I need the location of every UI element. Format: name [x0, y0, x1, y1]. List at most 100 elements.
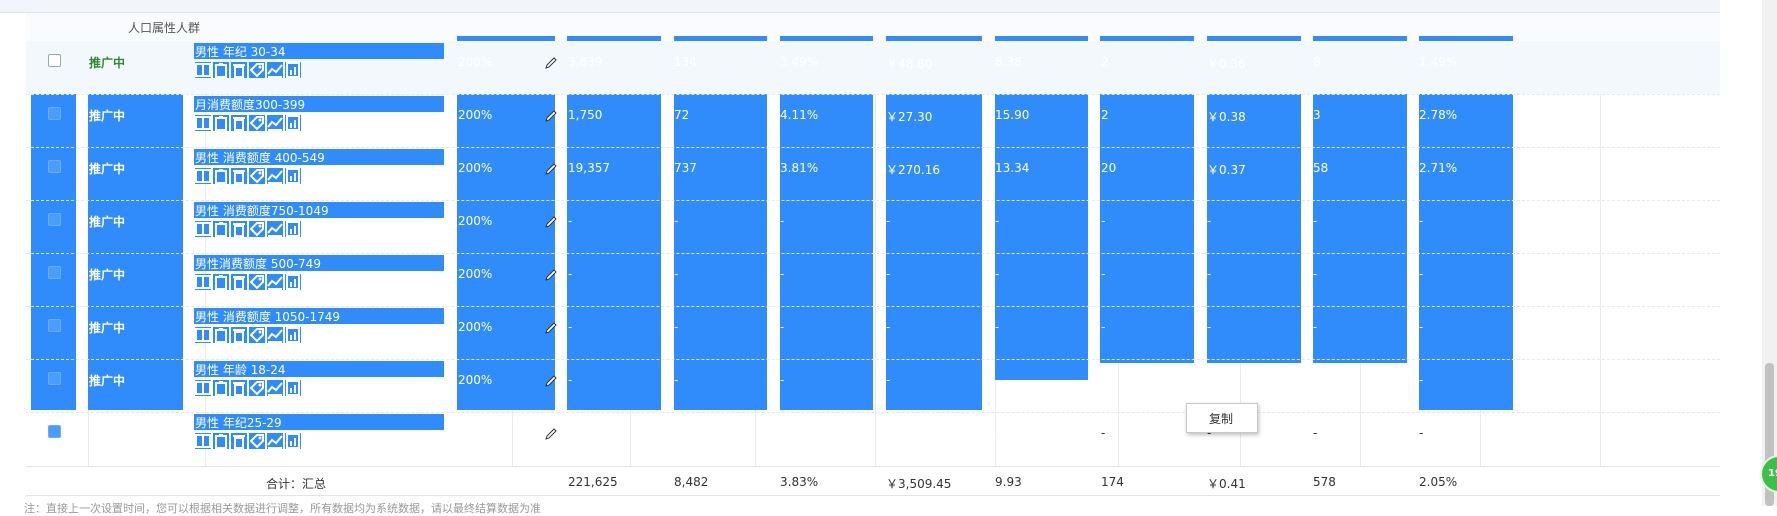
name-highlight — [194, 308, 444, 324]
clipboard-icon[interactable] — [213, 221, 229, 237]
row-checkbox[interactable] — [48, 266, 61, 279]
summary-ctr: 3.83% — [780, 475, 819, 489]
context-menu-copy[interactable]: 复制 — [1209, 412, 1234, 426]
row-checkbox[interactable] — [48, 319, 61, 332]
report-icon[interactable] — [285, 433, 301, 449]
trash-icon[interactable] — [231, 168, 247, 184]
edit-bid-icon[interactable] — [544, 321, 558, 335]
clipboard-icon[interactable] — [213, 274, 229, 290]
row-metric-cost: - — [886, 426, 891, 440]
row-crowd-name[interactable]: 男性 年龄 18-24 — [195, 363, 286, 377]
report-icon[interactable] — [285, 115, 301, 131]
tag-icon[interactable] — [249, 274, 265, 290]
name-highlight — [194, 96, 444, 112]
row-metric-cpm: - — [995, 267, 1000, 281]
row-metric-cost: ￥270.16 — [886, 163, 940, 177]
row-status: 推广中 — [89, 374, 126, 388]
trash-icon[interactable] — [231, 221, 247, 237]
clipboard-icon[interactable] — [213, 168, 229, 184]
clipboard-icon[interactable] — [213, 115, 229, 131]
trash-icon[interactable] — [231, 115, 247, 131]
tag-icon[interactable] — [249, 168, 265, 184]
row-action-icons — [195, 115, 303, 133]
trash-icon[interactable] — [231, 327, 247, 343]
columns-icon[interactable] — [195, 221, 211, 237]
row-checkbox[interactable] — [48, 213, 61, 226]
columns-icon[interactable] — [195, 168, 211, 184]
row-crowd-name[interactable]: 男性 消费额度750-1049 — [195, 204, 329, 218]
row-status: 推广中 — [89, 427, 126, 441]
row-metric-orders: 3 — [1313, 108, 1321, 122]
edit-bid-icon[interactable] — [544, 374, 558, 388]
columns-icon[interactable] — [195, 433, 211, 449]
edit-bid-icon[interactable] — [544, 162, 558, 176]
row-crowd-name[interactable]: 男性 消费额度 1050-1749 — [195, 310, 341, 324]
edit-bid-icon[interactable] — [544, 268, 558, 282]
edit-bid-icon[interactable] — [544, 427, 558, 441]
columns-icon[interactable] — [195, 62, 211, 78]
row-divider — [26, 94, 1720, 95]
edit-bid-icon[interactable] — [544, 215, 558, 229]
name-highlight — [194, 202, 444, 218]
row-crowd-name[interactable]: 男性 年纪 30-34 — [195, 45, 286, 59]
report-icon[interactable] — [285, 327, 301, 343]
report-icon[interactable] — [285, 62, 301, 78]
trend-chart-icon[interactable] — [267, 221, 283, 237]
trash-icon[interactable] — [231, 62, 247, 78]
columns-icon[interactable] — [195, 115, 211, 131]
row-metric-impressions: - — [568, 320, 573, 334]
row-checkbox[interactable] — [48, 54, 61, 67]
trend-chart-icon[interactable] — [267, 433, 283, 449]
row-metric-orders: 8 — [1313, 55, 1321, 69]
row-metric-clicks: 72 — [674, 108, 690, 122]
row-crowd-name[interactable]: 月消费额度300-399 — [195, 98, 306, 112]
row-metric-conversions: 2 — [1101, 108, 1109, 122]
trend-chart-icon[interactable] — [267, 327, 283, 343]
report-icon[interactable] — [285, 380, 301, 396]
edit-bid-icon[interactable] — [544, 109, 558, 123]
tag-icon[interactable] — [249, 327, 265, 343]
selection-highlight — [1419, 36, 1513, 410]
tag-icon[interactable] — [249, 62, 265, 78]
clipboard-icon[interactable] — [213, 327, 229, 343]
tag-icon[interactable] — [249, 433, 265, 449]
tag-icon[interactable] — [249, 115, 265, 131]
row-metric-conversions: 2 — [1101, 55, 1109, 69]
summary-cpc: ￥0.41 — [1207, 477, 1246, 491]
row-crowd-name[interactable]: 男性 消费额度 400-549 — [195, 151, 325, 165]
trend-chart-icon[interactable] — [267, 62, 283, 78]
row-crowd-name[interactable]: 男性消费额度 500-749 — [195, 257, 321, 271]
row-checkbox[interactable] — [48, 372, 61, 385]
edit-bid-icon[interactable] — [544, 56, 558, 70]
row-divider — [26, 147, 1720, 148]
clipboard-icon[interactable] — [213, 380, 229, 396]
row-metric-conversions: - — [1101, 267, 1106, 281]
trend-chart-icon[interactable] — [267, 115, 283, 131]
trash-icon[interactable] — [231, 433, 247, 449]
trend-chart-icon[interactable] — [267, 274, 283, 290]
tag-icon[interactable] — [249, 380, 265, 396]
row-metric-impressions: 3,839 — [568, 55, 603, 69]
report-icon[interactable] — [285, 221, 301, 237]
clipboard-icon[interactable] — [213, 433, 229, 449]
row-checkbox[interactable] — [48, 425, 61, 438]
columns-icon[interactable] — [195, 327, 211, 343]
scrollbar-thumb[interactable] — [1765, 363, 1774, 506]
row-crowd-name[interactable]: 男性 年纪25-29 — [195, 416, 282, 430]
trend-chart-icon[interactable] — [267, 380, 283, 396]
trash-icon[interactable] — [231, 380, 247, 396]
report-icon[interactable] — [285, 168, 301, 184]
row-checkbox[interactable] — [48, 160, 61, 173]
tag-icon[interactable] — [249, 221, 265, 237]
clipboard-icon[interactable] — [213, 62, 229, 78]
trash-icon[interactable] — [231, 274, 247, 290]
report-icon[interactable] — [285, 274, 301, 290]
row-metric-cpm: - — [995, 214, 1000, 228]
selection-highlight — [88, 83, 183, 410]
selection-highlight — [31, 83, 76, 410]
trend-chart-icon[interactable] — [267, 168, 283, 184]
row-checkbox[interactable] — [48, 107, 61, 120]
row-metric-conversions: - — [1101, 373, 1106, 387]
columns-icon[interactable] — [195, 274, 211, 290]
columns-icon[interactable] — [195, 380, 211, 396]
